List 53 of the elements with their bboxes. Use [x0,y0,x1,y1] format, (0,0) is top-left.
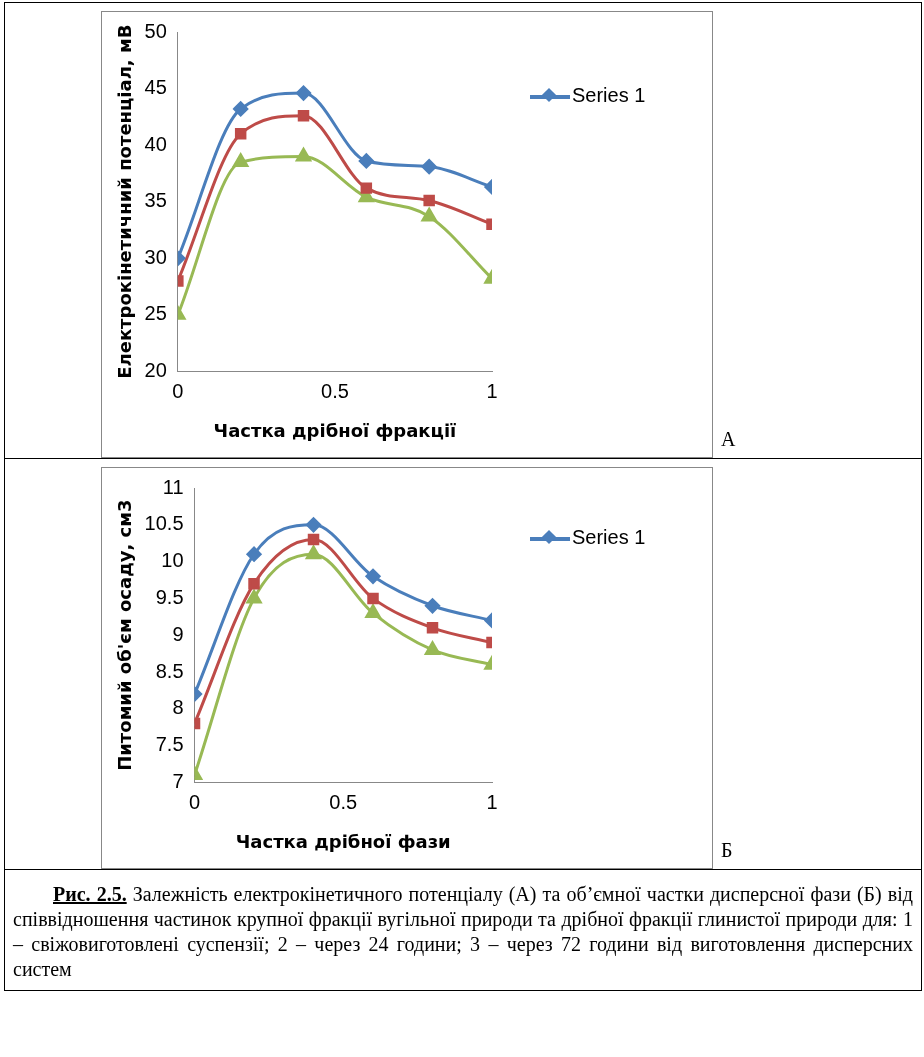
point [358,153,374,169]
point [246,589,262,604]
x-tick-label: 1 [486,379,498,402]
point [295,147,312,162]
y-tick-label: 10 [161,549,184,572]
y-axis-title: Електрокінетичний потенціал, мВ [114,24,136,379]
point [297,109,310,122]
x-tick-label: 0 [188,790,201,813]
text: А [721,428,736,451]
point [248,577,260,590]
text: Б [721,839,733,862]
y-tick-label: 50 [144,19,167,42]
point [423,194,435,207]
point [234,128,247,140]
point [360,182,373,194]
point [426,622,439,634]
point [424,641,441,655]
y-tick-label: 7 [172,769,184,792]
point [307,533,320,546]
point [296,85,312,101]
y-tick-label: 9.5 [155,585,184,608]
x-axis-title: Частка дрібної фази [235,830,451,852]
y-tick-label: 35 [144,189,167,212]
x-tick-label: 0.5 [321,379,349,402]
point [305,545,322,560]
y-tick-label: 40 [144,132,167,155]
point [421,207,437,222]
legend-label: Series 1 [572,84,646,107]
point [233,153,249,168]
text: Рис. 2.5. [53,883,127,905]
point [233,101,249,117]
point [365,568,381,584]
point [367,592,379,605]
x-tick-label: 0.5 [329,790,358,813]
y-tick-label: 20 [144,358,167,381]
y-tick-label: 10.5 [144,512,184,535]
point [246,546,262,562]
y-tick-label: 9 [172,622,184,645]
y-axis-title: Питомий об'єм осаду, см3 [114,499,136,771]
x-tick-label: 0 [172,379,184,402]
point [365,604,381,619]
point [306,517,322,533]
y-tick-label: 25 [144,302,167,325]
y-tick-label: 8 [172,696,184,719]
y-tick-label: 7.5 [155,733,184,756]
legend-label: Series 1 [572,526,646,549]
point [421,159,437,175]
x-tick-label: 1 [486,790,498,813]
y-tick-label: 11 [162,475,184,498]
y-tick-label: 30 [144,245,167,268]
x-axis-title: Частка дрібної фракції [213,419,457,441]
y-tick-label: 45 [144,76,167,99]
y-tick-label: 8.5 [155,659,184,682]
